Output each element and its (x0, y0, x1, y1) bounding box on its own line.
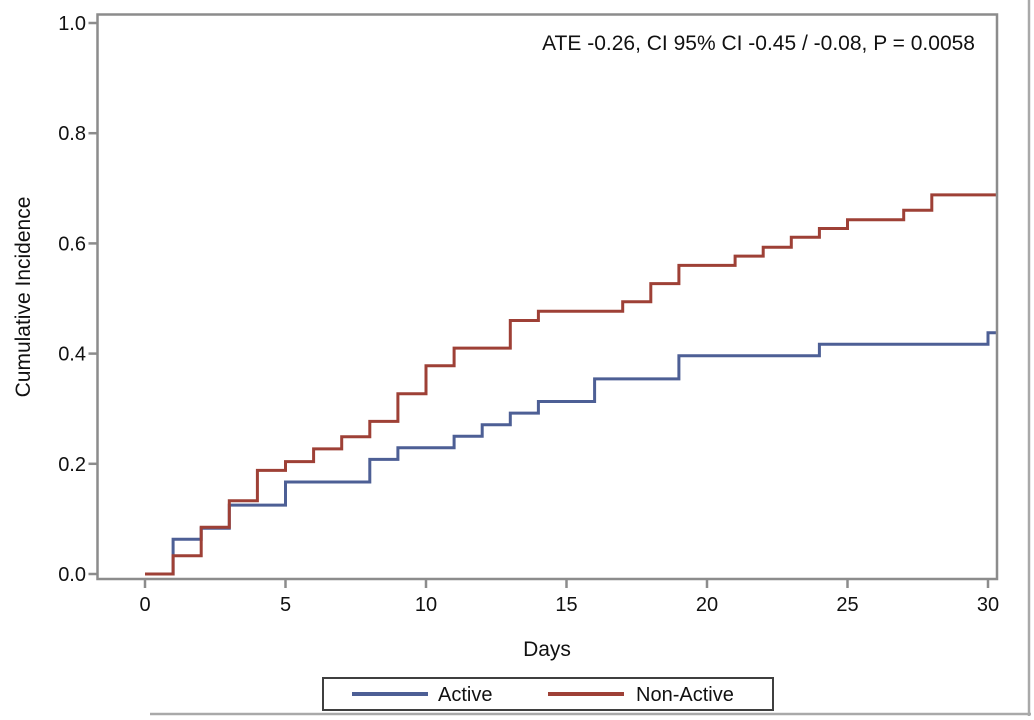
y-tick-label: 0.0 (58, 564, 86, 586)
x-tick-label: 0 (139, 594, 150, 616)
legend-label-active: Active (438, 684, 492, 706)
x-tick-label: 30 (977, 594, 999, 616)
y-tick-label: 0.4 (58, 344, 86, 366)
legend-label-non-active: Non-Active (636, 684, 734, 706)
x-tick-label: 5 (280, 594, 291, 616)
y-tick-label: 0.2 (58, 454, 86, 476)
plot-frame (96, 13, 999, 581)
y-tick-label: 0.8 (58, 123, 86, 145)
x-tick-label: 25 (836, 594, 858, 616)
ate-annotation: ATE -0.26, CI 95% CI -0.45 / -0.08, P = … (542, 32, 975, 55)
y-tick-label: 0.6 (58, 233, 86, 255)
y-axis-title: Cumulative Incidence (12, 197, 35, 398)
series-path-active (145, 331, 997, 576)
x-tick-label: 20 (696, 594, 718, 616)
x-tick-label: 10 (415, 594, 437, 616)
legend: Active Non-Active (322, 677, 774, 711)
y-tick-label: 1.0 (58, 13, 86, 35)
series-path-non-active (145, 193, 997, 576)
x-tick-label: 15 (555, 594, 577, 616)
x-axis-title: Days (523, 638, 571, 661)
plot-area: 0 5 10 15 20 25 30 0.0 0.2 0.4 0.6 0.8 1.0 (58, 13, 999, 616)
